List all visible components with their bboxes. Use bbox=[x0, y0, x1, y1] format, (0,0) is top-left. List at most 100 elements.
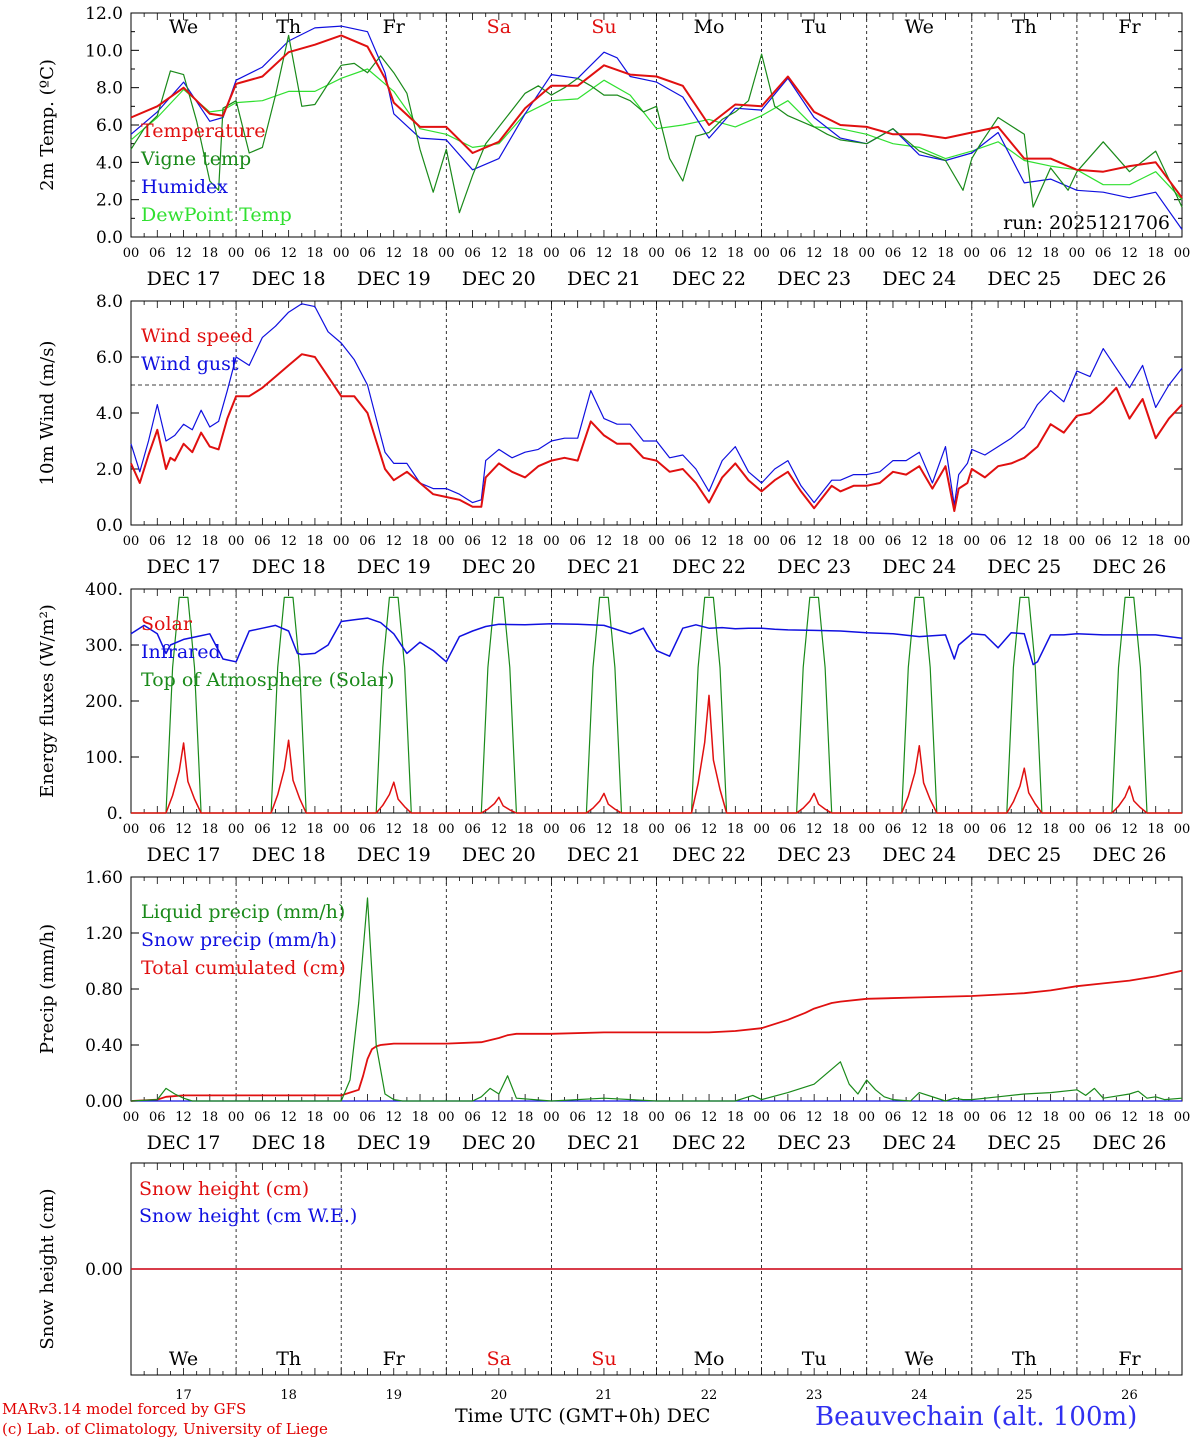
y-tick-label: 12.0 bbox=[85, 4, 123, 24]
hour-label: 00 bbox=[1174, 246, 1191, 261]
hour-label: 12 bbox=[385, 246, 402, 261]
temp-panel bbox=[130, 12, 1183, 238]
hour-label: 06 bbox=[254, 822, 271, 837]
day-number: 17 bbox=[175, 1388, 192, 1403]
legend-entry: Solar bbox=[141, 613, 193, 635]
hour-label: 00 bbox=[648, 246, 665, 261]
hour-label: 06 bbox=[990, 534, 1007, 549]
hour-label: 06 bbox=[780, 1110, 797, 1125]
hour-label: 18 bbox=[202, 246, 219, 261]
hour-label: 18 bbox=[832, 1110, 849, 1125]
hour-label: 00 bbox=[123, 822, 140, 837]
hour-label: 18 bbox=[517, 1110, 534, 1125]
date-label: DEC 22 bbox=[672, 268, 746, 290]
month-label: DEC bbox=[666, 1405, 711, 1427]
legend-entry: Total cumulated (cm) bbox=[141, 957, 346, 979]
hour-label: 12 bbox=[1121, 1110, 1138, 1125]
hour-label: 12 bbox=[1016, 822, 1033, 837]
day-number: 18 bbox=[280, 1388, 297, 1403]
hour-label: 06 bbox=[149, 1110, 166, 1125]
date-label: DEC 25 bbox=[987, 556, 1061, 578]
hour-label: 00 bbox=[333, 534, 350, 549]
hour-label: 18 bbox=[1147, 822, 1164, 837]
day-number: 25 bbox=[1016, 1388, 1033, 1403]
hour-label: 12 bbox=[911, 246, 928, 261]
hour-label: 12 bbox=[491, 246, 508, 261]
y-tick-label: 8.0 bbox=[96, 79, 123, 99]
legend-entry: Wind speed bbox=[141, 325, 253, 347]
y-axis-title: Energy fluxes (W/m²) bbox=[37, 604, 58, 798]
date-label: DEC 19 bbox=[357, 268, 431, 290]
hour-label: 00 bbox=[964, 1110, 981, 1125]
date-label: DEC 26 bbox=[1093, 268, 1167, 290]
hour-label: 18 bbox=[202, 822, 219, 837]
y-tick-label: 2.0 bbox=[96, 460, 123, 480]
legend-entry: Vigne temp bbox=[140, 148, 251, 170]
hour-label: 18 bbox=[517, 246, 534, 261]
hour-label: 00 bbox=[858, 246, 875, 261]
y-axis-title: Precip (mm/h) bbox=[37, 924, 58, 1054]
y-axis-title: 10m Wind (m/s) bbox=[37, 341, 58, 486]
day-abbr: We bbox=[169, 1348, 198, 1370]
hour-label: 00 bbox=[753, 1110, 770, 1125]
hour-label: 00 bbox=[1069, 534, 1086, 549]
time-axis-title: Time UTC (GMT+0h) DEC bbox=[455, 1405, 710, 1427]
hour-label: 12 bbox=[385, 1110, 402, 1125]
hour-label: 12 bbox=[701, 822, 718, 837]
hour-label: 12 bbox=[806, 246, 823, 261]
hour-label: 06 bbox=[569, 534, 586, 549]
day-abbr: Mo bbox=[694, 1348, 725, 1370]
legend-entry: DewPoint Temp bbox=[141, 204, 292, 226]
hour-label: 00 bbox=[438, 246, 455, 261]
flux-panel bbox=[130, 588, 1183, 814]
hour-label: 06 bbox=[675, 822, 692, 837]
y-tick-label: 0.0 bbox=[96, 516, 123, 536]
date-label: DEC 20 bbox=[462, 1132, 536, 1154]
hour-label: 00 bbox=[648, 1110, 665, 1125]
y-tick-label: 200. bbox=[85, 692, 123, 712]
hour-label: 06 bbox=[149, 246, 166, 261]
hour-label: 12 bbox=[175, 246, 192, 261]
hour-label: 00 bbox=[1174, 1110, 1191, 1125]
hour-label: 06 bbox=[149, 822, 166, 837]
hour-label: 00 bbox=[648, 822, 665, 837]
model-credit: MARv3.14 model forced by GFS bbox=[2, 1400, 247, 1418]
hour-label: 18 bbox=[307, 1110, 324, 1125]
hour-label: 06 bbox=[254, 246, 271, 261]
legend-entry: Humidex bbox=[141, 176, 228, 198]
date-label: DEC 20 bbox=[462, 844, 536, 866]
hour-label: 12 bbox=[911, 534, 928, 549]
hour-label: 18 bbox=[937, 822, 954, 837]
legend-entry: Snow height (cm) bbox=[139, 1178, 309, 1200]
day-abbr: Su bbox=[591, 16, 616, 38]
y-tick-label: 1.60 bbox=[85, 868, 123, 888]
hour-label: 00 bbox=[1174, 534, 1191, 549]
flux-series-solar bbox=[131, 694, 1182, 814]
date-label: DEC 17 bbox=[147, 1132, 221, 1154]
date-label: DEC 21 bbox=[567, 844, 641, 866]
date-label: DEC 18 bbox=[252, 844, 326, 866]
wind-frame bbox=[130, 300, 1183, 526]
legend-entry: Snow height (cm W.E.) bbox=[139, 1205, 357, 1227]
hour-label: 00 bbox=[858, 1110, 875, 1125]
y-tick-label: 10.0 bbox=[85, 41, 123, 61]
day-number: 23 bbox=[806, 1388, 823, 1403]
hour-label: 18 bbox=[307, 822, 324, 837]
date-label: DEC 18 bbox=[252, 556, 326, 578]
hour-label: 18 bbox=[202, 534, 219, 549]
y-tick-label: 0.80 bbox=[85, 980, 123, 1000]
date-label: DEC 23 bbox=[777, 268, 851, 290]
day-abbr: Fr bbox=[383, 1348, 406, 1370]
hour-label: 06 bbox=[990, 246, 1007, 261]
date-label: DEC 24 bbox=[882, 1132, 956, 1154]
day-abbr: Th bbox=[276, 16, 301, 38]
day-abbr: Mo bbox=[694, 16, 725, 38]
wind-series-wind-gust bbox=[130, 303, 1183, 506]
day-abbr: Tu bbox=[802, 1348, 827, 1370]
date-label: DEC 18 bbox=[252, 1132, 326, 1154]
hour-label: 06 bbox=[464, 246, 481, 261]
date-label: DEC 23 bbox=[777, 1132, 851, 1154]
hour-label: 00 bbox=[333, 1110, 350, 1125]
date-label: DEC 17 bbox=[147, 556, 221, 578]
hour-label: 12 bbox=[280, 246, 297, 261]
